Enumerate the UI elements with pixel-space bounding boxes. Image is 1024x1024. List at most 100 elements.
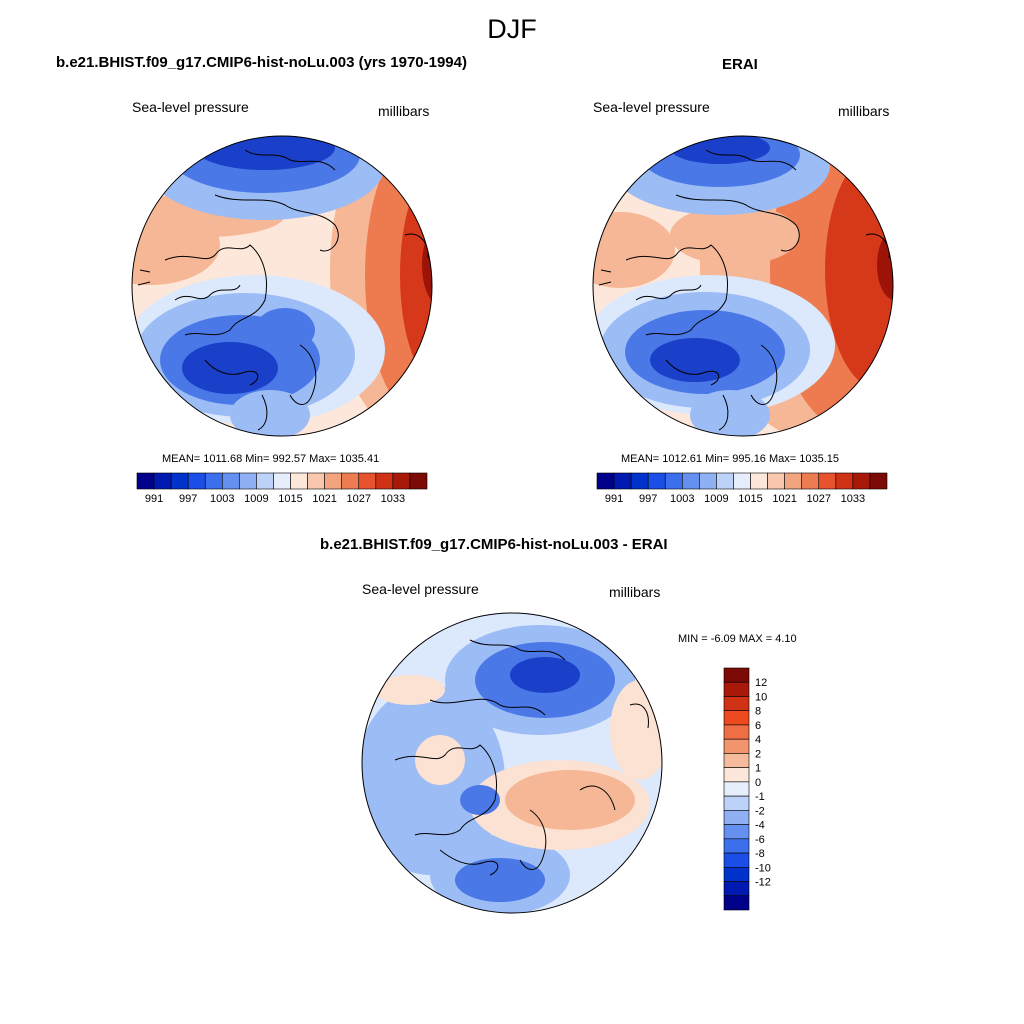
panel1-title: b.e21.BHIST.f09_g17.CMIP6-hist-noLu.003 …	[56, 54, 467, 71]
colorbar-tick-label: 997	[179, 493, 197, 505]
colorbar-tick-label: -6	[755, 834, 765, 846]
colorbar-tick-label: 1033	[841, 493, 865, 505]
colorbar-box	[613, 472, 632, 490]
colorbar-box	[409, 472, 428, 490]
colorbar-box	[307, 472, 325, 490]
colorbar-box	[630, 472, 649, 490]
colorbar-box	[723, 795, 750, 811]
colorbar-box	[723, 710, 750, 726]
panel1-units-label: millibars	[378, 103, 430, 119]
colorbar-tick-label: 4	[755, 734, 761, 746]
colorbar-box	[358, 472, 377, 490]
colorbar-tick-label: 8	[755, 706, 761, 718]
colorbar-box	[153, 472, 172, 490]
panel1-stats: MEAN= 1011.68 Min= 992.57 Max= 1035.41	[162, 453, 380, 465]
colorbar-box	[723, 753, 750, 768]
colorbar-box	[681, 472, 700, 490]
colorbar-tick-label: 2	[755, 748, 761, 760]
colorbar-box	[835, 472, 854, 490]
colorbar-box	[723, 852, 750, 868]
map-panel-model-border	[131, 135, 433, 437]
colorbar-box	[733, 472, 751, 490]
colorbar-box	[784, 472, 803, 490]
map-panel-difference-border	[361, 612, 663, 914]
main-title: DJF	[487, 14, 537, 44]
colorbar-box	[392, 472, 411, 490]
colorbar-tick-label: 1003	[210, 493, 234, 505]
colorbar-tick-label: 12	[755, 677, 767, 689]
colorbar-box	[256, 472, 274, 490]
colorbar-tick-label: 1003	[670, 493, 694, 505]
map-panel-erai	[593, 136, 893, 436]
colorbar-box	[723, 881, 750, 897]
colorbar-tick-label: 6	[755, 720, 761, 732]
colorbar-tick-label: -10	[755, 862, 771, 874]
colorbar-box	[852, 472, 871, 490]
colorbar-tick-label: 1021	[312, 493, 336, 505]
colorbar-box	[187, 472, 206, 490]
colorbar-tick-label: 1009	[244, 493, 268, 505]
colorbar-box	[596, 472, 615, 490]
colorbar-box	[723, 767, 750, 783]
panel3-title: b.e21.BHIST.f09_g17.CMIP6-hist-noLu.003 …	[320, 536, 668, 553]
colorbar-tick-label: 1015	[278, 493, 302, 505]
colorbar-tick-label: 1033	[381, 493, 405, 505]
colorbar-box	[723, 696, 750, 712]
panel3-stats: MIN = -6.09 MAX = 4.10	[678, 633, 797, 645]
colorbar-tick-label: -4	[755, 820, 765, 832]
colorbar-box	[273, 472, 291, 490]
colorbar-box	[723, 738, 750, 754]
colorbar-box	[341, 472, 360, 490]
colorbar-box	[239, 472, 257, 490]
colorbar-tick-label: -12	[755, 877, 771, 889]
colorbar-box	[290, 472, 308, 490]
colorbar-tick-label: -1	[755, 791, 765, 803]
colorbar-tick-label: 1009	[704, 493, 728, 505]
colorbar-tick-label: 991	[605, 493, 623, 505]
colorbar-box	[818, 472, 837, 490]
panel3-units-label: millibars	[609, 584, 661, 600]
colorbar-tick-label: 1027	[347, 493, 371, 505]
map-panel-erai-border	[592, 135, 894, 437]
colorbar-box	[204, 472, 223, 490]
colorbar-box	[375, 472, 394, 490]
colorbar-tick-label: 10	[755, 691, 767, 703]
colorbar-box	[324, 472, 343, 490]
colorbar-box	[723, 824, 750, 840]
colorbar-tick-label: 1027	[807, 493, 831, 505]
panel2-variable-label: Sea-level pressure	[593, 99, 710, 115]
colorbar-erai: 991 997 1003 1009 1015 1021 1027 1033	[596, 472, 888, 505]
colorbar-box	[767, 472, 785, 490]
colorbar-box	[723, 781, 750, 797]
colorbar-tick-label: 1021	[772, 493, 796, 505]
map-panel-model	[132, 136, 432, 436]
panel1-variable-label: Sea-level pressure	[132, 99, 249, 115]
colorbar-box	[647, 472, 666, 490]
colorbar-box	[723, 810, 750, 825]
colorbar-box	[723, 866, 750, 882]
colorbar-model: 991 997 1003 1009 1015 1021 1027 1033	[136, 472, 428, 505]
colorbar-box	[716, 472, 734, 490]
colorbar-box	[750, 472, 768, 490]
colorbar-tick-label: 991	[145, 493, 163, 505]
panel2-stats: MEAN= 1012.61 Min= 995.16 Max= 1035.15	[621, 453, 840, 465]
colorbar-box	[723, 895, 750, 911]
colorbar-tick-label: -2	[755, 805, 765, 817]
colorbar-tick-label: -8	[755, 848, 765, 860]
colorbar-tick-label: 1015	[738, 493, 762, 505]
colorbar-box	[664, 472, 683, 490]
panel2-units-label: millibars	[838, 103, 890, 119]
colorbar-tick-label: 1	[755, 763, 761, 775]
colorbar-box	[723, 681, 750, 697]
colorbar-box	[221, 472, 240, 490]
colorbar-box	[723, 724, 750, 740]
colorbar-box	[801, 472, 820, 490]
colorbar-box	[723, 838, 750, 854]
map-panel-difference	[362, 613, 662, 913]
colorbar-box	[869, 472, 888, 490]
colorbar-tick-label: 997	[639, 493, 657, 505]
panel2-title: ERAI	[722, 56, 758, 73]
colorbar-box	[699, 472, 717, 490]
panel3-variable-label: Sea-level pressure	[362, 581, 479, 597]
